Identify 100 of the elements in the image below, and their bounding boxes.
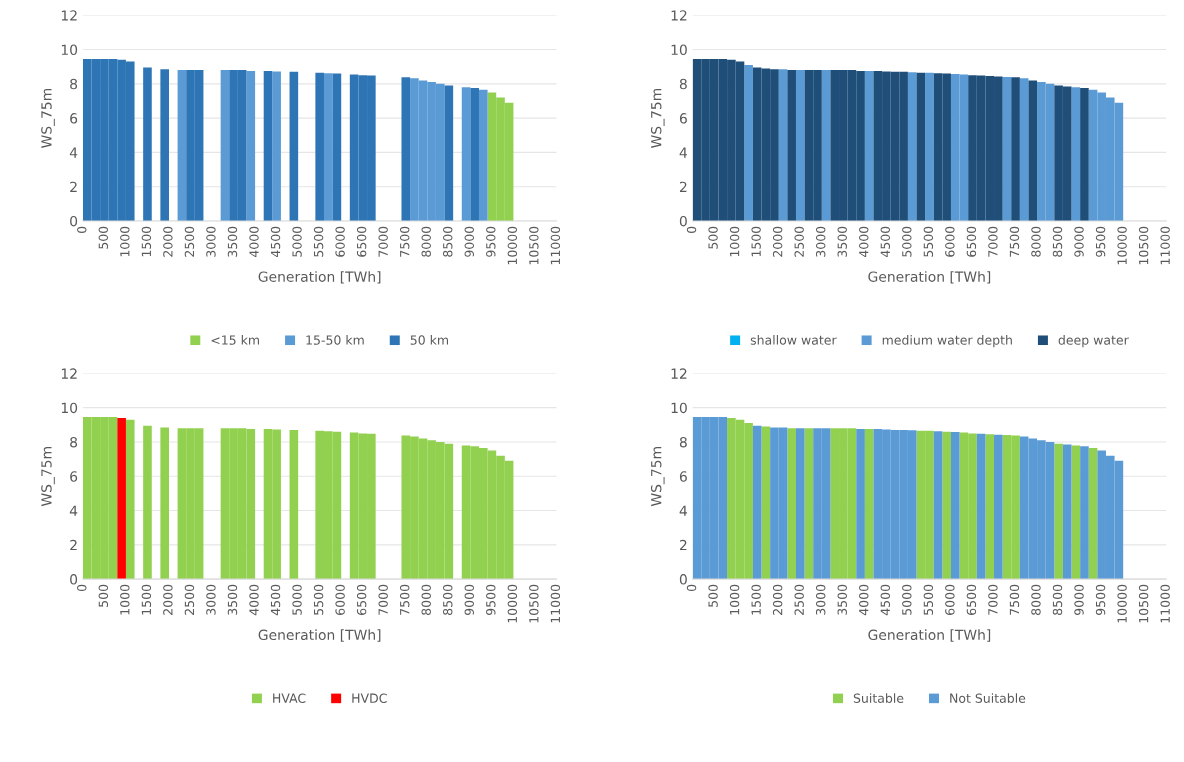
x-tick-label: 6000 [945,584,955,615]
x-tick-label: 5500 [313,584,324,615]
x-tick-label: 7500 [1009,584,1020,615]
y-tick-label: 6 [679,471,687,482]
x-tick-label: 9000 [1074,226,1084,257]
x-tick-label: 5000 [902,584,912,615]
x-tick-label: 500 [708,226,718,249]
x-tick-label: 6500 [356,226,367,257]
x-tick-label: 6000 [945,226,955,257]
x-tick-label: 2500 [184,226,195,257]
y-tick-label: 0 [70,574,78,585]
x-tick-label: 5500 [923,226,934,257]
x-tick-label: 0 [77,584,87,592]
x-tick-label: 7000 [988,584,998,615]
x-tick-label: 5000 [292,584,302,615]
x-tick-label: 8500 [1052,584,1063,615]
x-tick-label: 5500 [923,584,934,615]
y-tick-label: 4 [679,505,687,516]
x-tick-label: 11000 [1160,226,1170,265]
x-tick-label: 8000 [1031,226,1041,257]
x-tick-label: 8500 [443,584,453,615]
x-tick-label: 9500 [1095,226,1106,257]
x-tick-label: 2000 [772,226,783,257]
x-tick-label: 2000 [163,584,173,615]
x-tick-label: 4000 [859,226,869,258]
legend-label: Not Suitable [950,693,1026,703]
x-tick-label: 10500 [1138,226,1149,265]
x-tick-label: 3500 [227,226,238,257]
x-tick-label: 1500 [141,226,152,257]
x-tick-label: 500 [98,584,109,607]
x-tick-label: 6000 [335,584,345,615]
x-tick-label: 6500 [966,584,977,615]
x-tick-label: 6000 [335,226,345,257]
x-tick-label: 7500 [399,584,410,615]
y-tick-label: 8 [70,78,78,90]
x-tick-label: 8500 [443,226,453,257]
x-tick-label: 3500 [837,226,847,257]
legend-label: HVDC [352,693,387,703]
x-tick-label: 1500 [751,584,761,615]
x-tick-label: 1500 [751,226,761,257]
y-tick-label: 2 [679,539,687,551]
y-axis-title: WS_75m [650,447,665,507]
legend-label: 50 km [410,335,448,345]
y-tick-label: 6 [70,471,78,482]
x-tick-label: 11000 [550,584,561,623]
y-tick-label: 12 [671,368,687,379]
x-tick-label: 3000 [815,226,826,257]
x-tick-label: 1000 [729,584,740,615]
x-tick-label: 9500 [486,584,496,616]
x-tick-label: 2000 [772,584,783,615]
x-tick-label: 5000 [902,226,912,257]
legend-label: 15-50 km [306,335,364,345]
y-tick-label: 2 [70,539,77,551]
x-tick-label: 8500 [1052,226,1063,257]
y-tick-label: 8 [679,78,687,90]
y-axis-title: WS_75m [41,447,55,507]
x-tick-label: 500 [98,226,109,249]
x-tick-label: 4000 [859,584,869,616]
y-axis-title: WS_75m [41,88,55,148]
x-tick-label: 4500 [270,226,281,258]
x-axis-title: Generation [TWh] [868,629,991,642]
x-tick-label: 2000 [163,226,173,257]
y-tick-label: 10 [61,402,78,414]
x-tick-label: 4000 [249,584,259,616]
x-tick-label: 2500 [794,584,804,615]
x-tick-label: 9500 [486,226,496,257]
x-tick-label: 10000 [1117,584,1127,623]
y-tick-label: 6 [70,113,78,124]
legend-label: Suitable [853,693,904,703]
x-tick-label: 5500 [313,226,324,257]
y-tick-label: 2 [679,181,687,192]
x-tick-label: 7000 [988,226,998,257]
y-tick-label: 6 [679,113,687,124]
x-axis-title: Generation [TWh] [258,271,381,284]
legend-label: HVAC [273,693,306,703]
x-tick-label: 4000 [249,226,259,258]
x-tick-label: 6500 [356,584,367,615]
x-tick-label: 2500 [184,584,195,615]
x-tick-label: 8000 [421,226,431,257]
y-tick-label: 4 [679,147,687,158]
x-tick-label: 7500 [1009,226,1020,257]
y-tick-label: 12 [671,10,687,21]
x-tick-label: 7000 [378,584,388,615]
y-tick-label: 2 [70,181,77,192]
x-tick-label: 9000 [464,584,474,616]
x-tick-label: 0 [686,584,697,592]
y-axis-title: WS_75m [650,88,665,148]
x-tick-label: 3500 [227,584,238,615]
x-tick-label: 6500 [966,226,977,257]
legend-label: shallow water [750,335,837,345]
x-tick-label: 3000 [815,584,826,615]
y-tick-label: 0 [679,574,687,585]
x-tick-label: 1000 [120,584,130,615]
x-tick-label: 4500 [880,226,891,258]
x-tick-label: 3000 [206,584,216,615]
x-tick-label: 4500 [880,584,891,616]
x-tick-label: 4500 [270,584,281,616]
x-tick-label: 11000 [550,226,561,265]
legend-label: deep water [1058,335,1129,348]
x-tick-label: 9500 [1095,584,1106,616]
